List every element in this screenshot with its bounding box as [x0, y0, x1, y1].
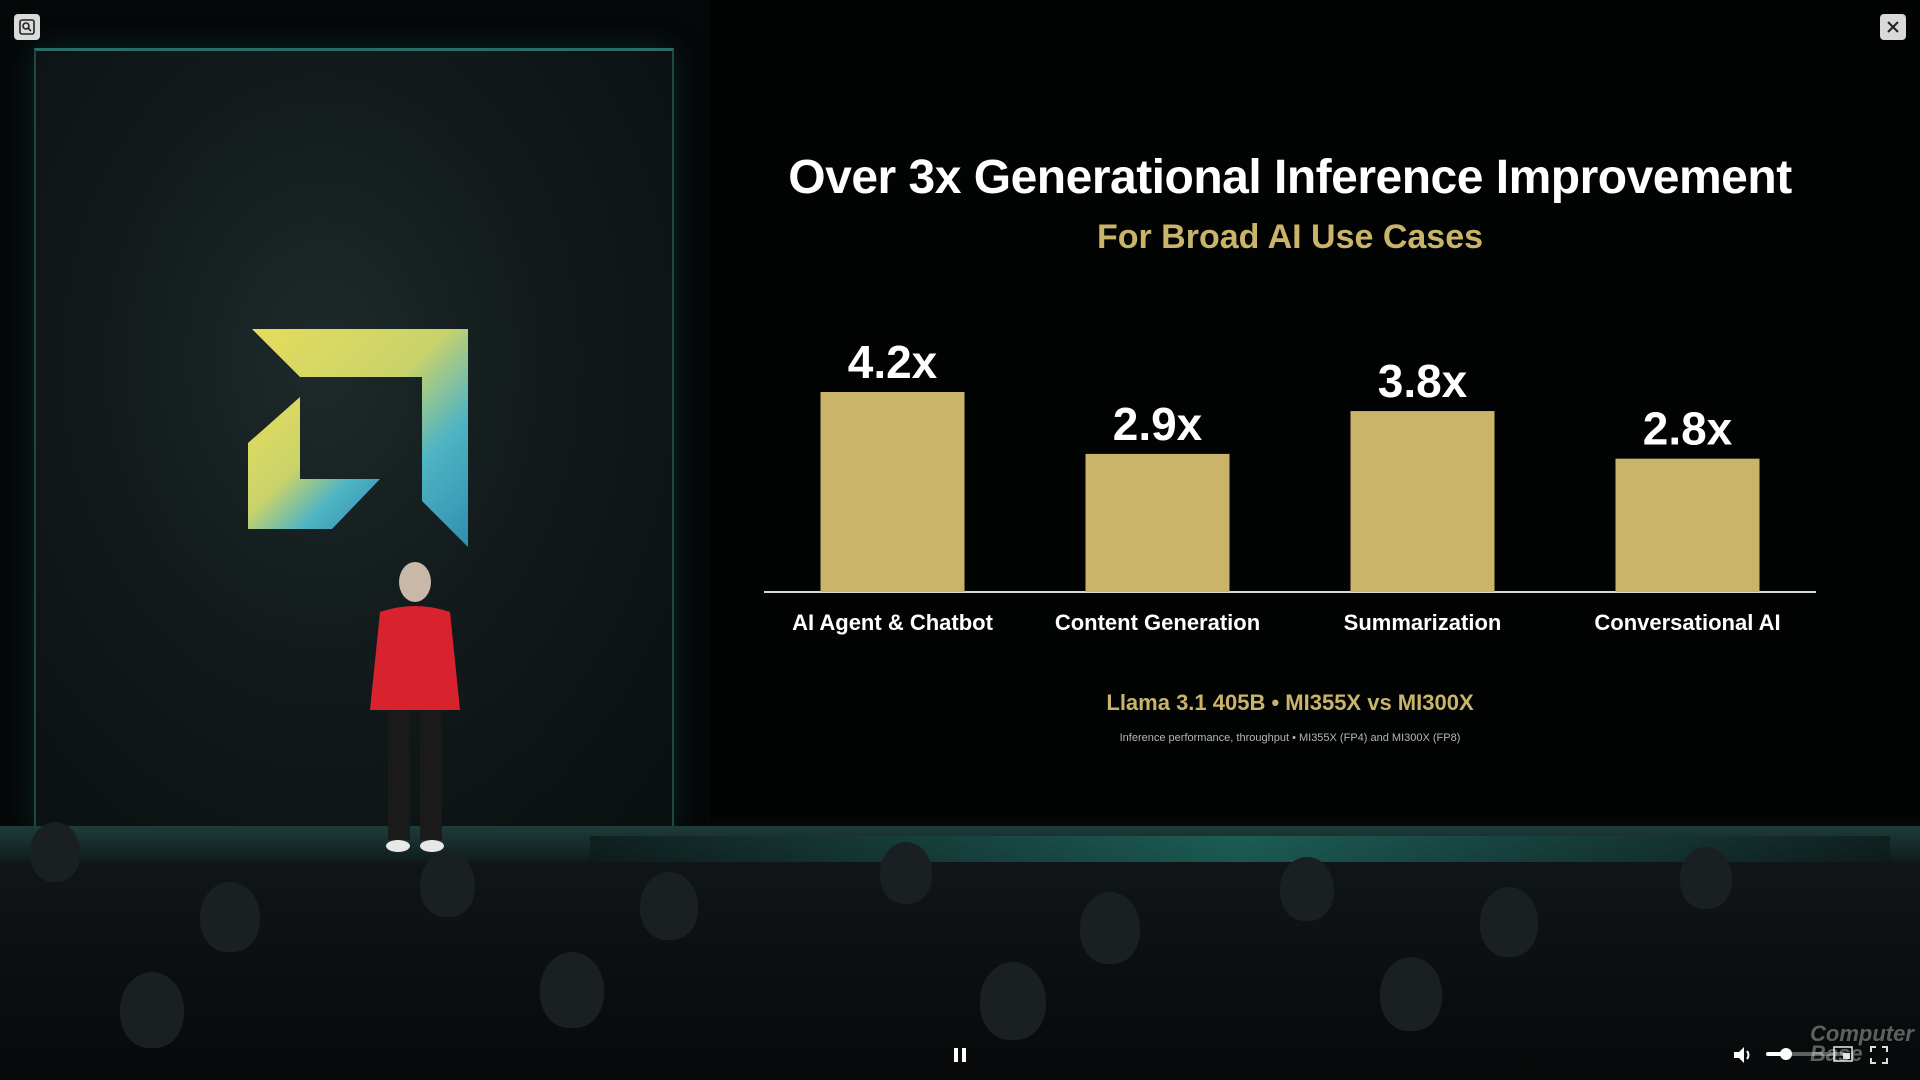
picture-in-picture-icon[interactable]	[1832, 1044, 1854, 1064]
bar-0	[820, 392, 965, 592]
volume-icon[interactable]	[1730, 1042, 1756, 1068]
slide-title: Over 3x Generational Inference Improveme…	[788, 151, 1792, 204]
data-label-0: 4.2x	[848, 336, 938, 388]
data-label-3: 2.8x	[1643, 403, 1733, 455]
footnote-main: Llama 3.1 405B • MI355X vs MI300X	[1106, 690, 1474, 715]
close-icon[interactable]	[1880, 14, 1906, 40]
category-label-3: Conversational AI	[1594, 610, 1780, 635]
data-label-2: 3.8x	[1378, 355, 1468, 407]
audience	[0, 822, 1920, 1080]
data-label-1: 2.9x	[1113, 398, 1203, 450]
amd-logo-icon	[248, 329, 468, 547]
logo-screen	[34, 48, 674, 829]
presenter-figure	[360, 560, 470, 860]
category-label-2: Summarization	[1344, 610, 1502, 635]
bar-2	[1350, 411, 1495, 592]
pause-button[interactable]	[950, 1044, 970, 1066]
category-label-0: AI Agent & Chatbot	[792, 610, 993, 635]
category-label-1: Content Generation	[1055, 610, 1260, 635]
stage-edge-light	[590, 836, 1890, 866]
bar-1	[1085, 453, 1230, 592]
player-controls	[0, 1030, 1920, 1080]
fullscreen-icon[interactable]	[1868, 1044, 1890, 1066]
zoom-icon[interactable]	[14, 14, 40, 40]
volume-slider[interactable]	[1766, 1048, 1846, 1060]
bar-3	[1615, 458, 1760, 592]
slide-subtitle: For Broad AI Use Cases	[1096, 218, 1484, 256]
footnote-sub: Inference performance, throughput • MI35…	[1119, 732, 1461, 744]
bar-chart: 4.2x AI Agent & Chatbot 2.9x Content Genera…	[764, 336, 1816, 635]
watermark: Computer Base	[1810, 1021, 1914, 1066]
